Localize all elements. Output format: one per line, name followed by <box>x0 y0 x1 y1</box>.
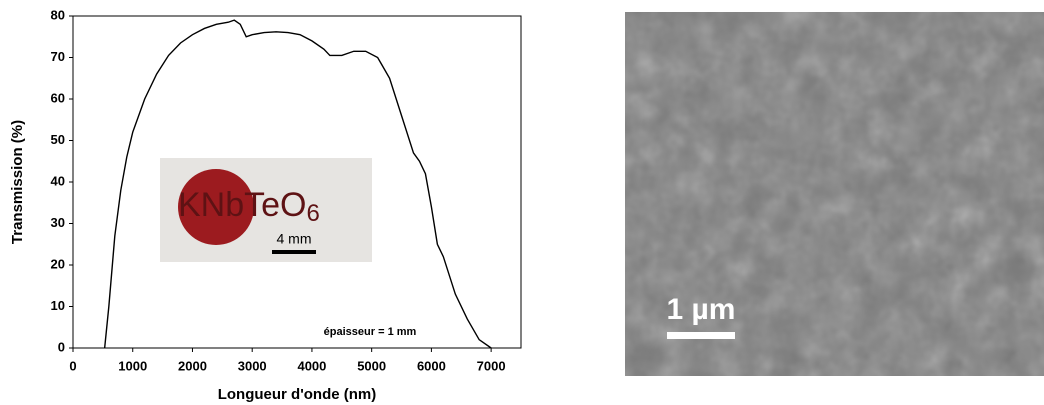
sem-image: 1 µm <box>625 12 1044 376</box>
pellet <box>178 169 254 245</box>
x-tick-label: 2000 <box>178 358 207 373</box>
y-tick-label: 80 <box>51 7 65 22</box>
scale-label: 1 µm <box>667 293 736 326</box>
x-tick-label: 6000 <box>417 358 446 373</box>
scale-bar <box>667 332 735 339</box>
y-tick-label: 0 <box>58 339 65 354</box>
y-tick-label: 30 <box>51 215 65 230</box>
y-tick-label: 50 <box>51 132 65 147</box>
y-tick-label: 20 <box>51 256 65 271</box>
x-tick-label: 3000 <box>238 358 267 373</box>
formula-sub: 6 <box>307 200 320 227</box>
formula-main: KNbTeO <box>178 186 307 224</box>
x-tick-label: 1000 <box>118 358 147 373</box>
inset-photo: KNbTeO6 4 mm <box>160 158 372 262</box>
x-tick-label: 0 <box>69 358 76 373</box>
y-tick-label: 60 <box>51 90 65 105</box>
transmission-line <box>103 19 492 349</box>
y-tick-label: 10 <box>51 298 65 313</box>
x-tick-label: 5000 <box>357 358 386 373</box>
sem-texture <box>625 12 1044 376</box>
annotation: épaisseur = 1 mm <box>324 326 417 338</box>
photo-scale-label: 4 mm <box>277 231 312 247</box>
y-axis-label: Transmission (%) <box>9 120 26 244</box>
x-tick-label: 4000 <box>297 358 326 373</box>
x-tick-label: 7000 <box>477 358 506 373</box>
y-tick-label: 40 <box>51 173 65 188</box>
x-axis-label: Longueur d'onde (nm) <box>218 386 377 403</box>
y-tick-label: 70 <box>51 49 65 64</box>
formula: KNbTeO6 <box>178 186 320 227</box>
